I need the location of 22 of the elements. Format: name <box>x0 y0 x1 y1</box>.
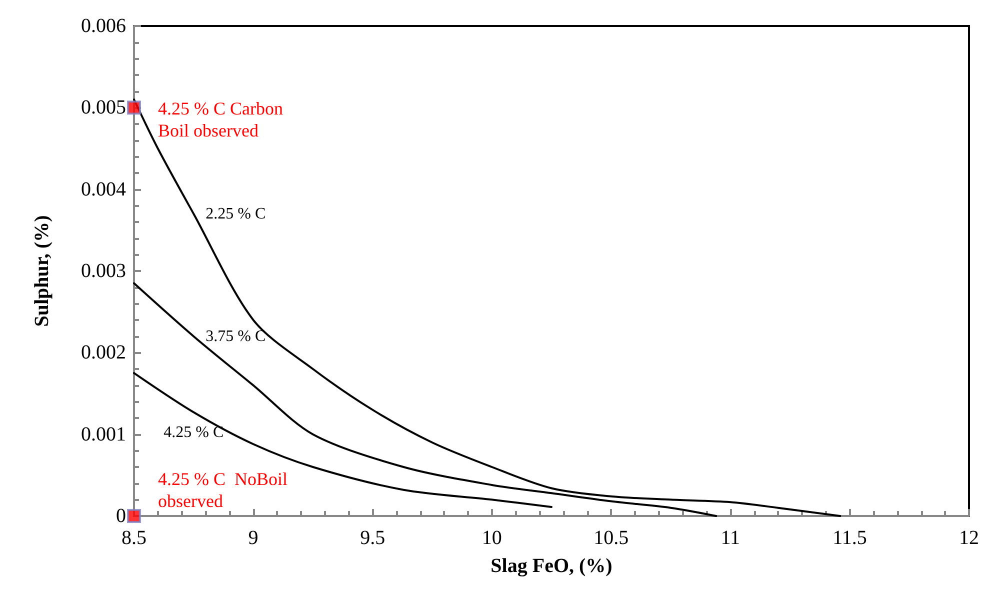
x-tick-label: 9 <box>248 527 258 549</box>
x-tick-label: 11 <box>720 527 740 549</box>
x-tick-label: 10 <box>482 527 502 549</box>
x-tick-label: 8.5 <box>122 527 146 549</box>
x-tick-label: 9.5 <box>360 527 386 549</box>
line-series <box>133 372 552 508</box>
y-tick-label: 0.002 <box>81 342 126 364</box>
y-tick-label: 0.003 <box>81 260 126 282</box>
x-axis-title: Slag FeO, (%) <box>490 555 612 577</box>
y-tick-label: 0.006 <box>81 15 126 37</box>
annotation: 4.25 % C NoBoil observed <box>158 469 288 511</box>
y-tick-label: 0 <box>116 505 126 527</box>
x-tick-label: 10.5 <box>594 527 629 549</box>
line-series <box>133 282 718 517</box>
series-label: 2.25 % C <box>206 205 266 222</box>
y-axis-title: Sulphur, (%) <box>31 215 53 327</box>
x-tick-label: 12 <box>959 527 979 549</box>
y-tick-label: 0.005 <box>81 96 126 119</box>
annotation: 4.25 % C Carbon Boil observed <box>158 98 283 141</box>
x-tick-label: 11.5 <box>832 527 867 549</box>
y-tick-label: 0.001 <box>81 423 126 446</box>
y-tick-label: 0.004 <box>81 178 126 200</box>
